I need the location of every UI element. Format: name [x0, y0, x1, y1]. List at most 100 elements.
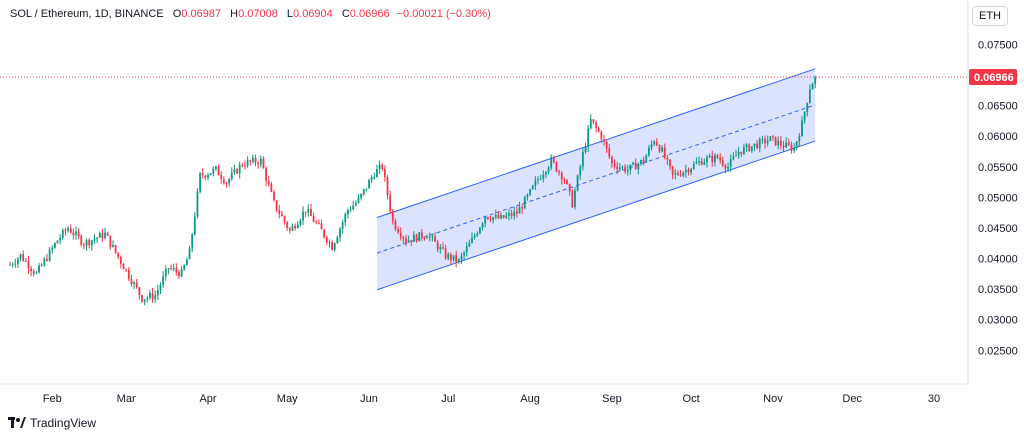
candle-body [307, 208, 310, 213]
candle-body [621, 166, 624, 168]
x-tick-label: Nov [763, 393, 783, 405]
candle-body [671, 166, 674, 175]
y-tick-label: 0.02500 [978, 345, 1018, 357]
candle-body [85, 240, 88, 246]
candle-body [119, 257, 122, 264]
candle-body [53, 243, 56, 248]
candles-group [9, 75, 817, 306]
candle-body [695, 162, 698, 164]
candle-body [273, 191, 275, 201]
candle-body [708, 155, 711, 158]
candle-body [735, 155, 737, 157]
brand-name: TradingView [30, 416, 97, 430]
candle-body [460, 255, 463, 260]
x-tick-label: 30 [928, 393, 940, 405]
candle-body [647, 147, 650, 156]
candle-body [737, 151, 740, 156]
candle-body [489, 218, 492, 221]
candle-body [254, 157, 257, 163]
candle-body [193, 216, 196, 235]
candle-body [782, 145, 785, 148]
candle-body [637, 163, 640, 170]
candle-body [690, 168, 693, 173]
candle-body [251, 157, 254, 162]
candle-body [77, 231, 80, 237]
candle-body [204, 175, 207, 178]
candle-body [706, 157, 708, 163]
candle-body [552, 157, 555, 163]
candle-body [584, 146, 587, 153]
channel-upper-line [376, 68, 816, 219]
candle-body [80, 236, 83, 245]
candle-body [563, 179, 566, 181]
candle-body [793, 147, 795, 151]
candle-body [288, 228, 291, 231]
candle-body [317, 222, 320, 224]
candle-body [183, 265, 186, 270]
candle-body [22, 254, 25, 261]
y-tick-label: 0.06500 [978, 101, 1018, 113]
y-tick-label: 0.03000 [978, 315, 1018, 327]
candle-body [51, 247, 54, 250]
brand[interactable]: TradingView [8, 416, 96, 430]
candle-body [465, 246, 468, 253]
candle-body [199, 173, 201, 192]
candle-body [663, 147, 666, 158]
candle-body [682, 172, 685, 176]
candle-body [399, 232, 402, 238]
candle-body [172, 268, 175, 270]
candle-body [692, 163, 695, 169]
candle-body [729, 159, 732, 167]
candle-body [779, 140, 782, 146]
candle-body [191, 234, 194, 249]
candle-body [502, 215, 505, 218]
candle-body [539, 178, 542, 180]
chart-legend: SOL / Ethereum, 1D, BINANCE O0.06987 H0.… [10, 8, 491, 20]
candle-body [207, 175, 209, 178]
candle-body [38, 265, 40, 273]
candle-body [386, 177, 389, 196]
candle-body [756, 143, 759, 149]
candle-body [331, 242, 333, 250]
candle-body [426, 237, 429, 239]
candle-body [653, 141, 656, 145]
candle-body [222, 179, 225, 184]
candle-body [468, 242, 471, 247]
candle-body [106, 232, 109, 236]
currency-button[interactable]: ETH [972, 6, 1008, 26]
candle-body [748, 144, 751, 152]
candle-body [608, 148, 611, 157]
candle-body [328, 242, 331, 244]
candle-body [616, 166, 619, 170]
candle-body [423, 237, 426, 239]
candle-body [724, 165, 727, 169]
channel-middle-line [376, 104, 816, 254]
last-price-label: 0.06966 [974, 72, 1014, 84]
candle-body [178, 271, 180, 277]
candle-body [518, 207, 521, 214]
candle-body [555, 162, 558, 172]
candle-body [209, 173, 212, 176]
candle-body [645, 155, 648, 163]
candle-body [410, 240, 413, 242]
candle-body [341, 222, 344, 229]
candle-body [587, 128, 590, 147]
candle-body [246, 160, 249, 167]
candle-body [439, 247, 442, 250]
candle-body [125, 269, 128, 271]
candle-body [98, 232, 101, 238]
candle-body [481, 223, 484, 228]
candle-body [758, 139, 761, 149]
candle-body [299, 220, 302, 225]
candle-body [354, 202, 357, 206]
candle-body [238, 164, 241, 174]
x-tick-label: Sep [602, 393, 622, 405]
candle-body [40, 265, 43, 267]
candle-body [370, 177, 373, 181]
candle-body [700, 161, 703, 165]
candle-body [642, 159, 645, 163]
candle-body [151, 293, 154, 300]
candle-body [357, 198, 360, 203]
